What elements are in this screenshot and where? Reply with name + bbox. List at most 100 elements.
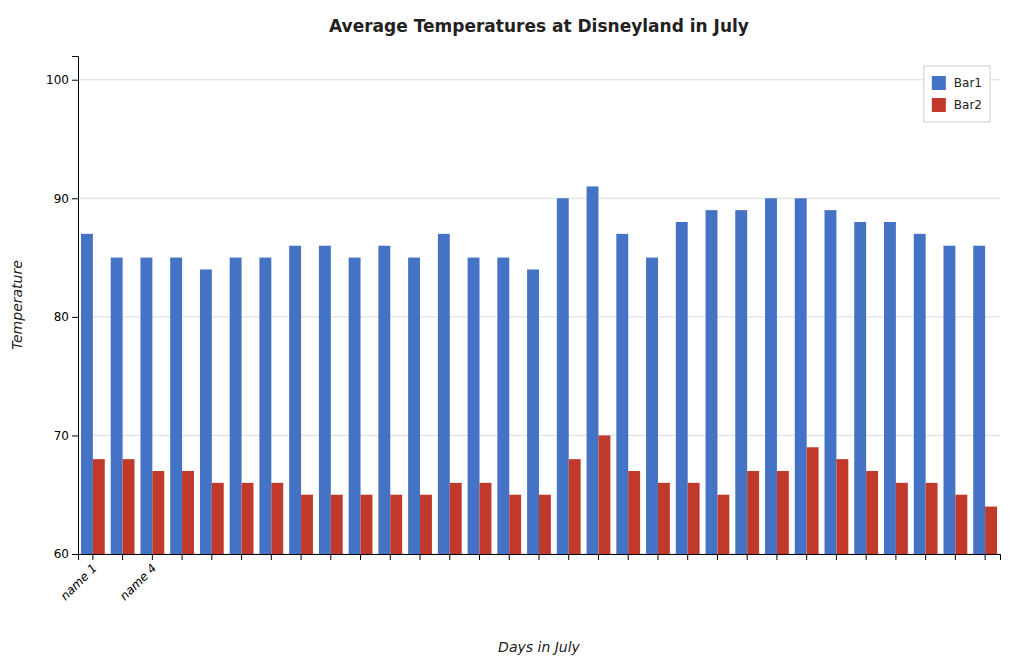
x-tick — [390, 554, 391, 560]
x-tick — [776, 554, 777, 560]
bar — [527, 269, 539, 554]
bar — [497, 258, 509, 554]
y-tick: 60 — [54, 547, 78, 561]
x-tick-mark — [925, 554, 926, 560]
bar — [616, 234, 628, 554]
bar — [807, 447, 819, 554]
bar — [123, 459, 135, 554]
bar — [420, 495, 432, 554]
x-tick — [657, 554, 658, 560]
legend-swatch — [932, 76, 946, 90]
x-tick-mark — [271, 554, 272, 560]
x-tick-mark — [301, 554, 302, 560]
y-tick: 80 — [54, 310, 78, 324]
bar — [569, 459, 581, 554]
y-tick-mark — [72, 198, 78, 199]
legend-item: Bar1 — [932, 76, 982, 90]
bar — [93, 459, 105, 554]
series-bars — [93, 435, 997, 554]
y-tick-label: 100 — [46, 73, 69, 87]
x-tick-mark — [657, 554, 658, 560]
y-tick-label: 70 — [54, 429, 69, 443]
legend: Bar1Bar2 — [924, 66, 990, 122]
bar — [985, 507, 997, 554]
bar — [646, 258, 658, 554]
x-tick — [687, 554, 688, 560]
bar — [259, 258, 271, 554]
chart-svg: 60708090100name 1name 4Bar1Bar2Average T… — [0, 0, 1024, 666]
x-tick — [211, 554, 212, 560]
x-tick-mark — [449, 554, 450, 560]
x-tick-mark — [211, 554, 212, 560]
bar — [896, 483, 908, 554]
x-tick — [598, 554, 599, 560]
bar — [973, 246, 985, 554]
x-tick-mark — [955, 554, 956, 560]
x-axis-title: Days in July — [498, 639, 580, 655]
x-tick-mark — [776, 554, 777, 560]
y-tick-label: 60 — [54, 547, 69, 561]
x-tick — [717, 554, 718, 560]
bar — [349, 258, 361, 554]
bar — [628, 471, 640, 554]
y-axis-title: Temperature — [9, 260, 25, 350]
bar — [777, 471, 789, 554]
bar — [914, 234, 926, 554]
grid-line — [78, 198, 1000, 199]
x-tick-mark — [806, 554, 807, 560]
background — [0, 0, 1024, 666]
bar — [378, 246, 390, 554]
x-tick — [182, 554, 183, 560]
bar — [598, 435, 610, 554]
x-tick-mark — [747, 554, 748, 560]
legend-label: Bar1 — [954, 76, 982, 90]
x-tick — [747, 554, 748, 560]
series-bars — [81, 186, 985, 554]
x-tick-mark — [152, 554, 153, 560]
bar — [289, 246, 301, 554]
bar — [230, 258, 242, 554]
x-tick-mark — [539, 554, 540, 560]
x-tick — [271, 554, 272, 560]
x-tick-mark — [122, 554, 123, 560]
x-tick-label: name 1 — [58, 561, 100, 603]
x-tick — [360, 554, 361, 560]
x-tick — [509, 554, 510, 560]
x-tick-mark — [836, 554, 837, 560]
x-tick — [806, 554, 807, 560]
x-tick-mark — [420, 554, 421, 560]
bar — [747, 471, 759, 554]
x-tick — [241, 554, 242, 560]
bar — [795, 198, 807, 554]
bar — [319, 246, 331, 554]
bar — [539, 495, 551, 554]
bar — [735, 210, 747, 554]
bar — [242, 483, 254, 554]
y-tick-mark — [72, 80, 78, 81]
x-tick-mark — [687, 554, 688, 560]
x-tick — [420, 554, 421, 560]
title: Average Temperatures at Disneyland in Ju… — [329, 16, 749, 36]
x-tick-mark — [390, 554, 391, 560]
y-tick-mark — [72, 317, 78, 318]
bar — [825, 210, 837, 554]
x-tick-mark — [598, 554, 599, 560]
x-tick-mark — [985, 554, 986, 560]
x-tick-label: name 4 — [117, 561, 159, 603]
x-tick — [122, 554, 123, 560]
bar — [468, 258, 480, 554]
y-tick-mark — [72, 554, 78, 555]
y-tick-mark — [72, 435, 78, 436]
x-tick — [479, 554, 480, 560]
x-tick-mark — [479, 554, 480, 560]
x-tick-mark — [628, 554, 629, 560]
x-tick — [628, 554, 629, 560]
chart-container: 60708090100name 1name 4Bar1Bar2Average T… — [0, 0, 1024, 666]
bars — [81, 186, 997, 554]
bar — [926, 483, 938, 554]
bar — [170, 258, 182, 554]
x-tick-mark — [241, 554, 242, 560]
x-tick-mark — [568, 554, 569, 560]
legend-box — [924, 66, 990, 122]
bar — [390, 495, 402, 554]
